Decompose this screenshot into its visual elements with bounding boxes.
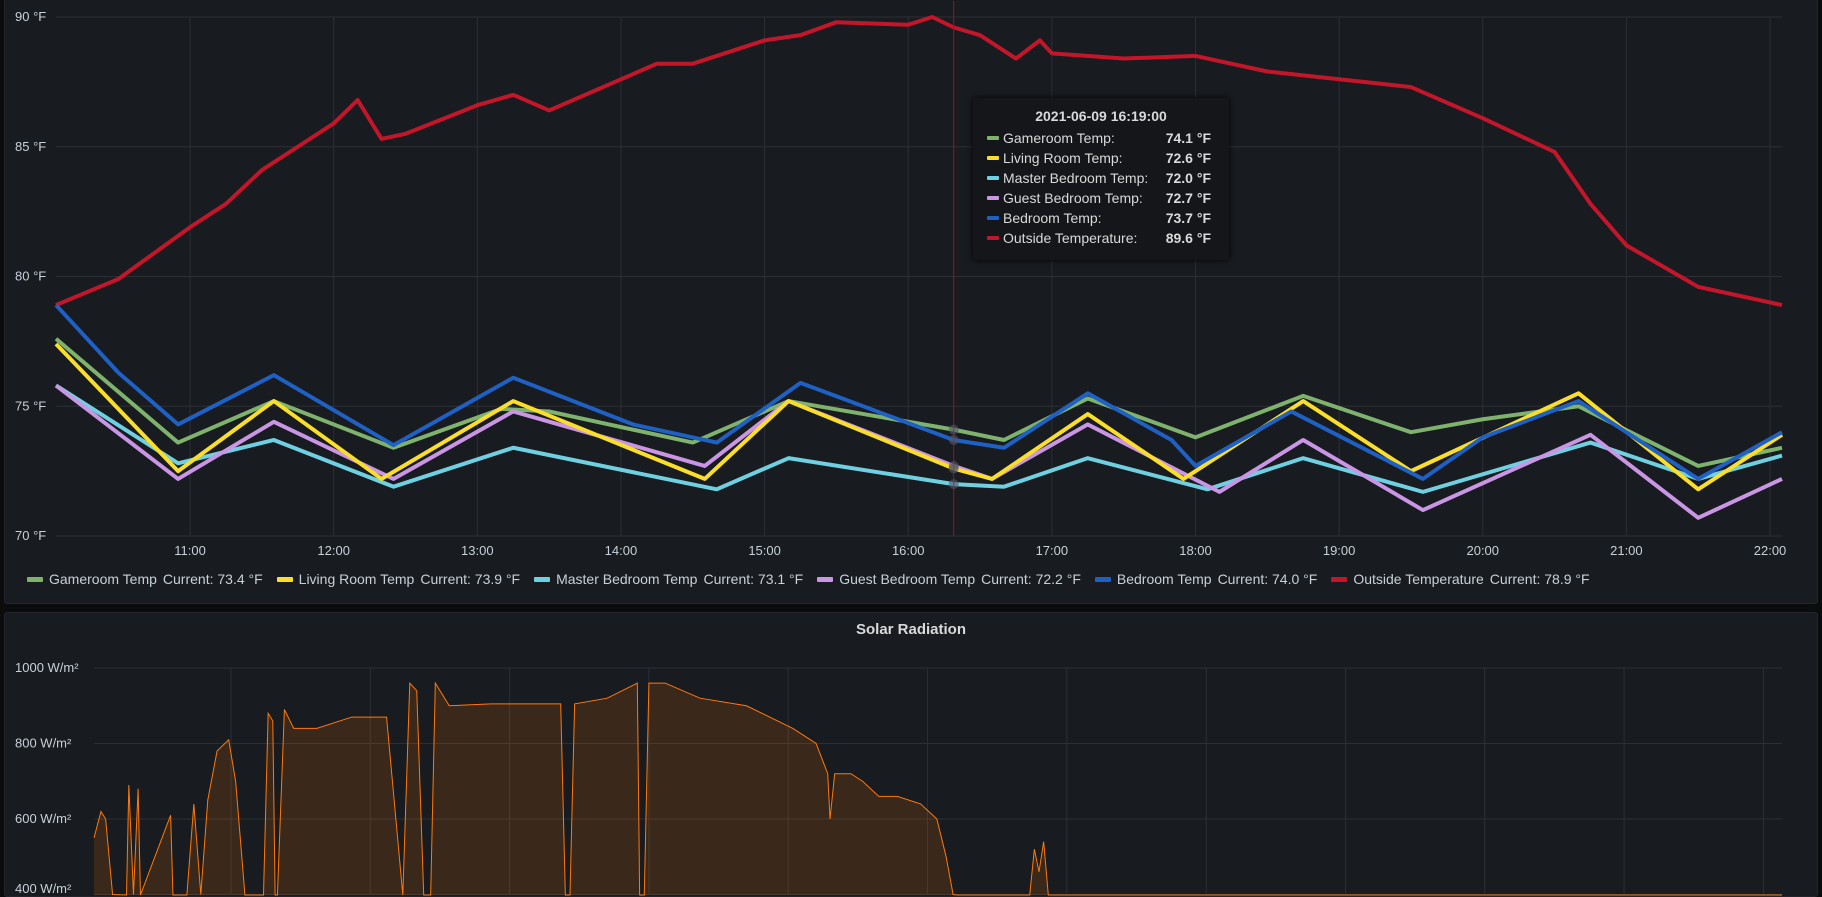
legend-item[interactable]: Living Room Temp Current: 73.9 °F bbox=[276, 571, 521, 587]
legend-color-swatch[interactable] bbox=[276, 576, 293, 582]
legend-series-name[interactable]: Living Room Temp bbox=[298, 571, 415, 587]
solar-radiation-chart[interactable]: 400 W/m² 600 W/m² 800 W/m² 1000 W/m² bbox=[5, 613, 1818, 896]
legend-series-name[interactable]: Master Bedroom Temp bbox=[556, 571, 698, 587]
series-color-swatch bbox=[987, 156, 999, 160]
x-tick-label: 17:00 bbox=[1036, 543, 1069, 558]
x-tick-label: 16:00 bbox=[892, 543, 925, 558]
x-tick-label: 18:00 bbox=[1179, 543, 1212, 558]
legend-current-value: Current: 78.9 °F bbox=[1489, 571, 1590, 587]
legend-series-name[interactable]: Guest Bedroom Temp bbox=[839, 571, 976, 587]
hover-point bbox=[948, 460, 959, 471]
tooltip-time: 2021-06-09 16:19:00 bbox=[1035, 108, 1167, 124]
series-color-swatch bbox=[987, 236, 999, 240]
legend-current-value: Current: 72.2 °F bbox=[981, 571, 1081, 587]
solar-radiation-line bbox=[93, 681, 1782, 896]
series-color-swatch bbox=[987, 196, 999, 200]
tooltip-label: Master Bedroom Temp: bbox=[1003, 170, 1149, 186]
tooltip-label: Outside Temperature: bbox=[1003, 230, 1138, 246]
x-tick-label: 12:00 bbox=[317, 543, 350, 558]
tooltip-row: Gameroom Temp: 74.1 °F bbox=[973, 128, 1229, 148]
legend-color-swatch[interactable] bbox=[1331, 576, 1348, 582]
y-tick-label: 600 W/m² bbox=[15, 811, 72, 826]
tooltip-value: 89.6 °F bbox=[1165, 230, 1211, 246]
tooltip-label: Gameroom Temp: bbox=[1003, 130, 1115, 146]
series-line-outside-temperature bbox=[55, 15, 1783, 307]
legend-item[interactable]: Gameroom Temp Current: 73.4 °F bbox=[27, 571, 263, 587]
x-tick-label: 20:00 bbox=[1466, 543, 1499, 558]
solar-radiation-panel: Solar Radiation 400 W/m² 600 W/m² 800 W/m²… bbox=[4, 612, 1818, 897]
legend-current-value: Current: 73.1 °F bbox=[703, 571, 804, 587]
series-line-bedroom-temp bbox=[54, 303, 1783, 481]
legend-item[interactable]: Master Bedroom Temp Current: 73.1 °F bbox=[534, 571, 803, 587]
tooltip-row: Guest Bedroom Temp: 72.7 °F bbox=[973, 188, 1229, 208]
tooltip-value: 74.1 °F bbox=[1165, 130, 1211, 146]
series-line-gameroom-temp bbox=[54, 337, 1783, 468]
tooltip-row: Master Bedroom Temp: 72.0 °F bbox=[973, 168, 1229, 188]
legend: Gameroom Temp Current: 73.4 °F Living Room… bbox=[27, 571, 1590, 587]
temperature-panel: 70 °F 75 °F 80 °F 85 °F 90 °F 11:00 12:00 13:00… bbox=[4, 0, 1818, 604]
y-tick-label: 800 W/m² bbox=[15, 736, 72, 751]
tooltip-row: Living Room Temp: 72.6 °F bbox=[973, 148, 1229, 168]
tooltip-value: 72.7 °F bbox=[1165, 190, 1211, 206]
x-tick-label: 19:00 bbox=[1323, 543, 1356, 558]
y-tick-label: 1000 W/m² bbox=[15, 660, 79, 675]
legend-series-name[interactable]: Bedroom Temp bbox=[1116, 571, 1212, 587]
legend-item[interactable]: Outside Temperature Current: 78.9 °F bbox=[1331, 571, 1590, 587]
series-color-swatch bbox=[987, 176, 999, 180]
x-tick-label: 22:00 bbox=[1754, 543, 1787, 558]
tooltip-row: Bedroom Temp: 73.7 °F bbox=[973, 208, 1229, 228]
legend-current-value: Current: 73.4 °F bbox=[162, 571, 263, 587]
series-color-swatch bbox=[987, 136, 999, 140]
y-tick-label: 90 °F bbox=[15, 9, 46, 24]
y-tick-label: 75 °F bbox=[15, 398, 46, 413]
hover-point bbox=[948, 479, 959, 490]
series-color-swatch bbox=[987, 216, 999, 220]
legend-item[interactable]: Bedroom Temp Current: 74.0 °F bbox=[1094, 571, 1318, 587]
tooltip-label: Living Room Temp: bbox=[1003, 150, 1123, 166]
legend-color-swatch[interactable] bbox=[27, 576, 43, 582]
series-line-guest-bedroom-temp bbox=[54, 383, 1783, 520]
x-tick-label: 11:00 bbox=[174, 543, 206, 558]
legend-current-value: Current: 73.9 °F bbox=[420, 571, 521, 587]
y-tick-label: 85 °F bbox=[15, 139, 46, 154]
tooltip-label: Bedroom Temp: bbox=[1003, 210, 1102, 226]
panel-title[interactable]: Solar Radiation bbox=[855, 621, 967, 638]
legend-series-name[interactable]: Outside Temperature bbox=[1353, 571, 1484, 587]
hover-point bbox=[948, 424, 959, 435]
tooltip-label: Guest Bedroom Temp: bbox=[1003, 190, 1143, 206]
tooltip-value: 72.0 °F bbox=[1165, 170, 1211, 186]
x-tick-label: 15:00 bbox=[748, 543, 781, 558]
tooltip: 2021-06-09 16:19:00 Gameroom Temp: 74.1 °… bbox=[973, 98, 1229, 260]
temperature-chart[interactable]: 70 °F 75 °F 80 °F 85 °F 90 °F 11:00 12:00 13:00… bbox=[5, 0, 1818, 603]
legend-item[interactable]: Guest Bedroom Temp Current: 72.2 °F bbox=[817, 571, 1081, 587]
tooltip-value: 72.6 °F bbox=[1165, 150, 1211, 166]
legend-color-swatch[interactable] bbox=[817, 576, 834, 582]
tooltip-value: 73.7 °F bbox=[1165, 210, 1211, 226]
x-tick-label: 13:00 bbox=[461, 543, 494, 558]
x-tick-label: 14:00 bbox=[605, 543, 638, 558]
x-tick-label: 21:00 bbox=[1610, 543, 1643, 558]
legend-series-name[interactable]: Gameroom Temp bbox=[49, 571, 157, 587]
hover-point bbox=[948, 434, 959, 445]
solar-area-fill bbox=[94, 683, 1782, 895]
series-line-master-bedroom-temp bbox=[54, 383, 1783, 494]
legend-current-value: Current: 74.0 °F bbox=[1217, 571, 1318, 587]
y-tick-label: 70 °F bbox=[15, 528, 46, 543]
tooltip-row: Outside Temperature: 89.6 °F bbox=[973, 228, 1229, 248]
legend-color-swatch[interactable] bbox=[1094, 576, 1111, 582]
y-tick-label: 80 °F bbox=[15, 269, 46, 284]
y-tick-label: 400 W/m² bbox=[15, 881, 72, 896]
legend-color-swatch[interactable] bbox=[534, 576, 551, 582]
